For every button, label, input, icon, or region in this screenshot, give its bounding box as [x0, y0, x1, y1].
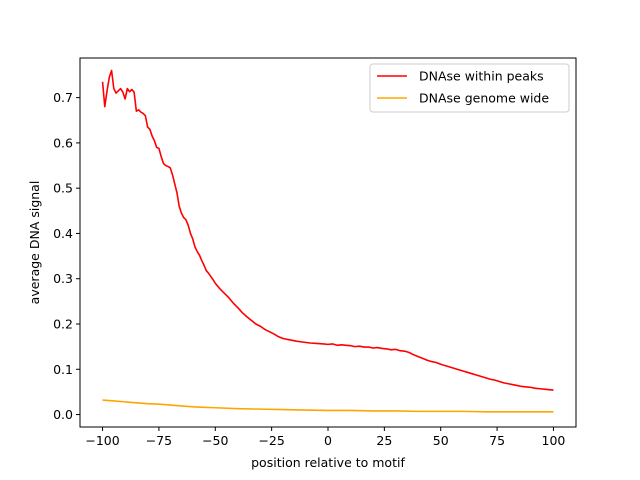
x-tick-label: −25 [258, 433, 284, 448]
y-tick-label: 0.3 [53, 271, 73, 286]
legend-label-within-peaks: DNAse within peaks [419, 69, 544, 84]
y-tick-label: 0.7 [53, 90, 73, 105]
series-line-genome-wide [102, 399, 554, 413]
x-tick-label: −50 [202, 433, 228, 448]
legend-label-genome-wide: DNAse genome wide [419, 91, 549, 106]
x-tick-label: 100 [542, 433, 566, 448]
legend: DNAse within peaks DNAse genome wide [369, 63, 570, 113]
legend-frame [369, 63, 570, 113]
y-tick-label: 0.6 [53, 135, 73, 150]
y-tick-label: 0.1 [53, 362, 73, 377]
y-axis-title: average DNA signal [27, 181, 42, 305]
plot-area [80, 58, 576, 427]
series-line-within-peaks [101, 69, 554, 391]
y-tick-label: 0.0 [53, 407, 73, 422]
x-tick-label: 0 [324, 433, 332, 448]
x-tick-label: 50 [433, 433, 449, 448]
x-tick-label: 75 [489, 433, 505, 448]
x-tick-label: −75 [146, 433, 172, 448]
y-tick-label: 0.2 [53, 316, 73, 331]
y-tick-label: 0.5 [53, 181, 73, 196]
y-tick-label: 0.4 [53, 226, 73, 241]
x-tick-label: −100 [85, 433, 119, 448]
x-tick-label: 25 [376, 433, 392, 448]
x-axis-title: position relative to motif [251, 455, 405, 470]
